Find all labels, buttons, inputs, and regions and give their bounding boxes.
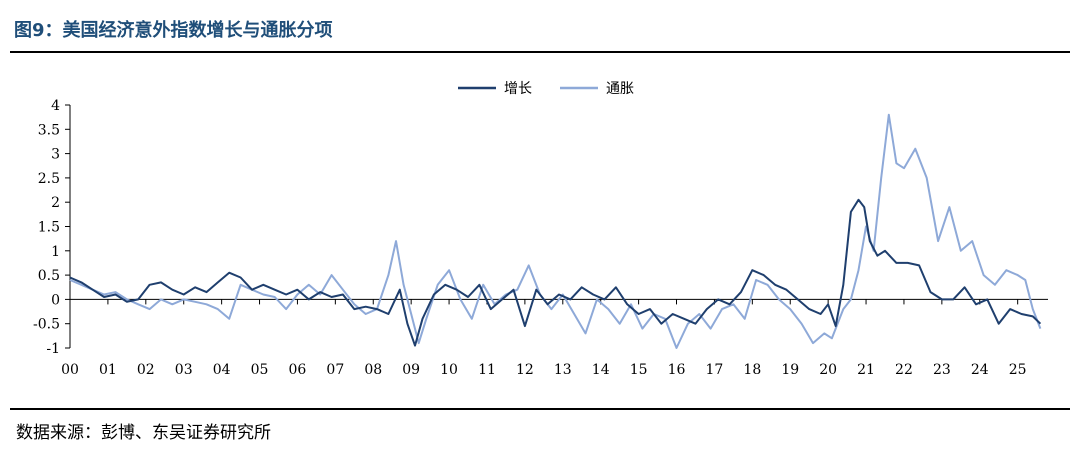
- line-chart: 增长 通胀 43.532.521.510.50-0.5-1 00 01 02 03 04 0…: [33, 81, 1048, 378]
- x-tick-label: 00: [61, 362, 79, 378]
- x-tick-label: 06: [289, 362, 307, 378]
- series-line-inflation: [69, 113, 1042, 349]
- x-tick-label: 13: [554, 362, 572, 378]
- source-note: 数据来源：彭博、东吴证券研究所: [16, 423, 271, 443]
- x-tick-label: 10: [440, 362, 458, 378]
- x-tick-label: 04: [213, 362, 231, 378]
- bottom-divider: [10, 408, 1070, 410]
- x-tick-label: 07: [326, 362, 344, 378]
- x-tick-label: 21: [857, 362, 875, 378]
- x-tick-label: 14: [592, 362, 610, 378]
- x-tick-label: 20: [819, 362, 837, 378]
- y-axis: 4 3.5 3 2.5 2 1.5 1 0.5 0 -0.5 -1: [33, 98, 71, 357]
- chart-legend: 增长 通胀: [458, 81, 634, 97]
- x-tick-label: 18: [743, 362, 761, 378]
- y-tick-label: 0: [51, 292, 60, 308]
- y-tick-label: 0.5: [38, 268, 60, 284]
- x-tick-label: 05: [251, 362, 269, 378]
- x-tick-label: 25: [1009, 362, 1027, 378]
- x-axis: 00 01 02 03 04 05 06 07 08 09 10 11 12 13 14 15 16 17 18 19…: [61, 298, 1048, 378]
- x-tick-label: 15: [630, 362, 648, 378]
- x-tick-label: 12: [516, 362, 534, 378]
- y-tick-label: -1: [46, 341, 60, 357]
- x-tick-label: 01: [99, 362, 117, 378]
- legend-label: 增长: [504, 81, 532, 97]
- series-line-growth: [69, 198, 1042, 347]
- top-divider: [10, 51, 1070, 53]
- x-tick-label: 23: [933, 362, 951, 378]
- x-tick-label: 08: [364, 362, 382, 378]
- x-tick-label: 09: [402, 362, 420, 378]
- y-tick-label: -0.5: [33, 317, 60, 333]
- x-tick-label: 17: [706, 362, 724, 378]
- y-tick-label: 2: [51, 195, 60, 211]
- x-tick-label: 11: [478, 362, 496, 378]
- x-tick-label: 16: [668, 362, 686, 378]
- y-tick-label: 3: [51, 147, 60, 163]
- y-tick-label: 2.5: [38, 171, 60, 187]
- x-tick-label: 24: [971, 362, 989, 378]
- y-tick-label: 1.5: [38, 220, 60, 236]
- legend-label: 通胀: [606, 81, 634, 97]
- x-tick-label: 19: [781, 362, 799, 378]
- x-tick-label: 02: [137, 362, 155, 378]
- series-lines: [69, 113, 1042, 349]
- y-tick-label: 4: [51, 98, 60, 114]
- y-tick-label: 1: [51, 244, 60, 260]
- y-tick-label: 3.5: [38, 122, 60, 138]
- figure-title: 图9：美国经济意外指数增长与通胀分项: [14, 20, 333, 41]
- x-tick-label: 03: [175, 362, 193, 378]
- x-tick-label: 22: [895, 362, 913, 378]
